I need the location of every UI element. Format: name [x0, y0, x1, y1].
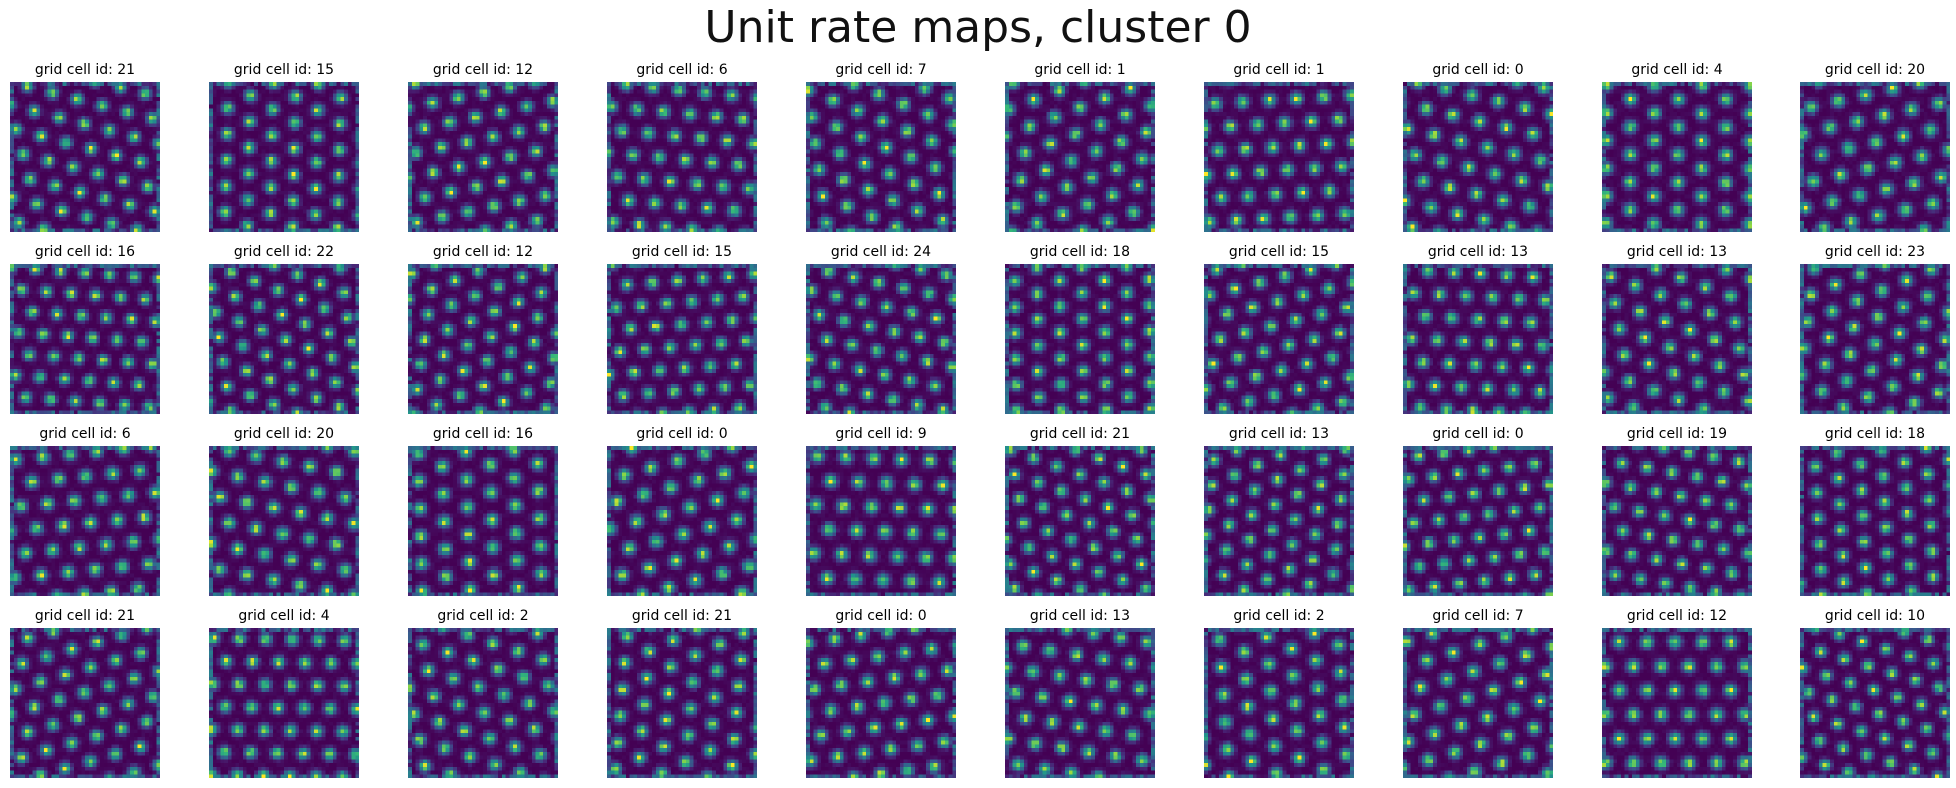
panel-title: grid cell id: 13 [1228, 426, 1330, 442]
panel-title: grid cell id: 16 [34, 244, 136, 260]
panel-title: grid cell id: 15 [233, 62, 335, 78]
panel-title: grid cell id: 1 [1233, 62, 1325, 78]
rate-map-heatmap [1204, 446, 1354, 596]
rate-map-heatmap [10, 446, 160, 596]
rate-map-heatmap [1204, 628, 1354, 778]
rate-map-heatmap [1602, 264, 1752, 414]
rate-map-heatmap [408, 446, 558, 596]
rate-map-heatmap [1602, 628, 1752, 778]
rate-map-heatmap [806, 82, 956, 232]
panel-title: grid cell id: 24 [830, 244, 932, 260]
rate-map-heatmap [209, 628, 359, 778]
rate-map-heatmap [806, 446, 956, 596]
panel-title: grid cell id: 18 [1824, 426, 1926, 442]
panel-title: grid cell id: 16 [432, 426, 534, 442]
rate-map-heatmap [1403, 264, 1553, 414]
panel-title: grid cell id: 6 [39, 426, 131, 442]
rate-map-heatmap [607, 264, 757, 414]
panel-title: grid cell id: 12 [432, 62, 534, 78]
panel-title: grid cell id: 21 [34, 62, 136, 78]
rate-map-heatmap [607, 446, 757, 596]
rate-map-heatmap [209, 82, 359, 232]
panel-title: grid cell id: 6 [636, 62, 728, 78]
panel-title: grid cell id: 18 [1029, 244, 1131, 260]
rate-map-heatmap [1800, 628, 1950, 778]
rate-map-heatmap [1005, 264, 1155, 414]
panel-title: grid cell id: 13 [1427, 244, 1529, 260]
rate-map-heatmap [10, 264, 160, 414]
panel-title: grid cell id: 12 [1626, 608, 1728, 624]
rate-map-heatmap [1403, 82, 1553, 232]
panel-title: grid cell id: 1 [1034, 62, 1126, 78]
panel-title: grid cell id: 21 [631, 608, 733, 624]
rate-map-heatmap [1800, 264, 1950, 414]
rate-map-heatmap [1602, 446, 1752, 596]
rate-map-heatmap [1204, 264, 1354, 414]
rate-map-heatmap [10, 628, 160, 778]
panel-title: grid cell id: 0 [835, 608, 927, 624]
rate-map-heatmap [1005, 628, 1155, 778]
panel-title: grid cell id: 0 [1432, 62, 1524, 78]
panel-title: grid cell id: 2 [437, 608, 529, 624]
figure-title: Unit rate maps, cluster 0 [704, 2, 1252, 53]
panel-title: grid cell id: 13 [1029, 608, 1131, 624]
rate-map-heatmap [10, 82, 160, 232]
rate-map-heatmap [607, 82, 757, 232]
rate-map-heatmap [806, 264, 956, 414]
panel-title: grid cell id: 15 [1228, 244, 1330, 260]
panel-title: grid cell id: 0 [636, 426, 728, 442]
rate-map-heatmap [1800, 82, 1950, 232]
rate-map-heatmap [1005, 82, 1155, 232]
rate-map-heatmap [607, 628, 757, 778]
rate-map-heatmap [408, 628, 558, 778]
panel-title: grid cell id: 20 [233, 426, 335, 442]
panel-title: grid cell id: 12 [432, 244, 534, 260]
rate-map-heatmap [408, 82, 558, 232]
panel-title: grid cell id: 7 [835, 62, 927, 78]
rate-map-heatmap [209, 446, 359, 596]
panel-title: grid cell id: 4 [1631, 62, 1723, 78]
panel-title: grid cell id: 10 [1824, 608, 1926, 624]
panel-title: grid cell id: 15 [631, 244, 733, 260]
panel-title: grid cell id: 2 [1233, 608, 1325, 624]
panel-title: grid cell id: 23 [1824, 244, 1926, 260]
panel-title: grid cell id: 22 [233, 244, 335, 260]
panel-title: grid cell id: 4 [238, 608, 330, 624]
rate-map-heatmap [806, 628, 956, 778]
rate-map-heatmap [209, 264, 359, 414]
rate-map-heatmap [1204, 82, 1354, 232]
panel-title: grid cell id: 21 [1029, 426, 1131, 442]
rate-map-heatmap [1403, 446, 1553, 596]
panel-title: grid cell id: 13 [1626, 244, 1728, 260]
panel-title: grid cell id: 21 [34, 608, 136, 624]
rate-map-heatmap [1602, 82, 1752, 232]
panel-title: grid cell id: 7 [1432, 608, 1524, 624]
rate-map-heatmap [408, 264, 558, 414]
panel-title: grid cell id: 19 [1626, 426, 1728, 442]
rate-map-heatmap [1800, 446, 1950, 596]
panel-title: grid cell id: 20 [1824, 62, 1926, 78]
rate-map-heatmap [1005, 446, 1155, 596]
rate-map-heatmap [1403, 628, 1553, 778]
panel-title: grid cell id: 9 [835, 426, 927, 442]
panel-title: grid cell id: 0 [1432, 426, 1524, 442]
